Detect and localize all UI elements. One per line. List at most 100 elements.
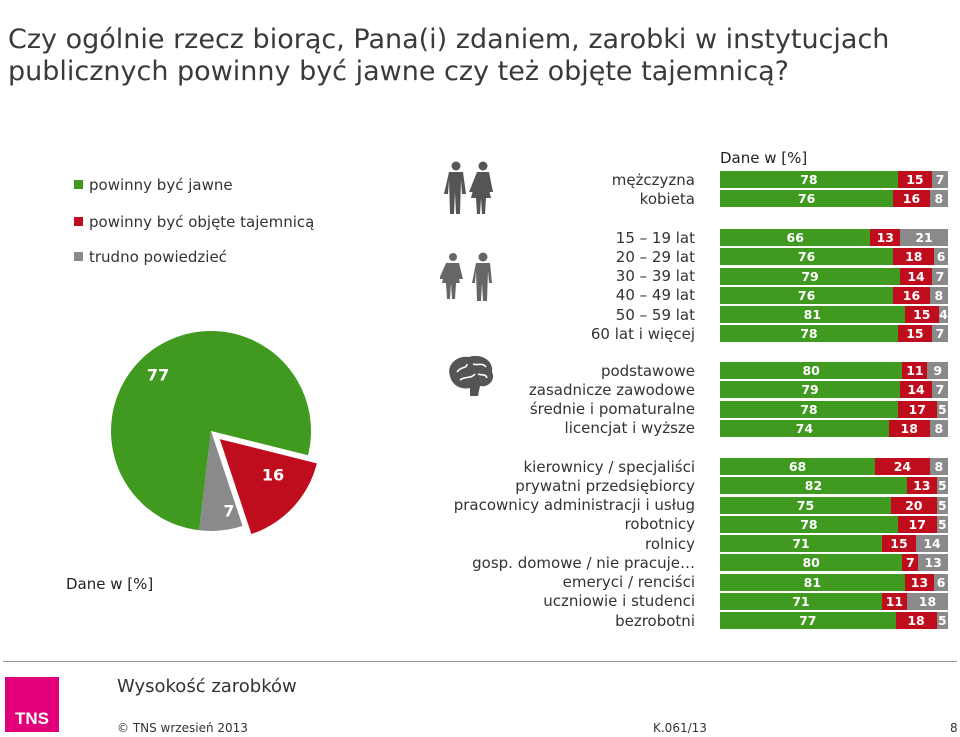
footer-copyright: © TNS wrzesień 2013 [117, 721, 248, 735]
bar-segment [720, 400, 898, 418]
bar-segment [932, 325, 948, 343]
stacked-bar: 81 15 4 [720, 306, 948, 323]
bar-segment [720, 419, 889, 437]
page-number: 8 [950, 721, 958, 735]
row-label: gosp. domowe / nie pracuje… [472, 553, 695, 572]
bar-segment [932, 267, 948, 285]
stacked-bar: 79 14 7 [720, 381, 948, 399]
bar-value-label: 74 [795, 420, 814, 436]
pie-unit-label: Dane w [%] [66, 575, 154, 593]
stacked-bar: 81 13 6 [720, 573, 948, 591]
page-title: Czy ogólnie rzecz biorąc, Pana(i) zdanie… [8, 24, 890, 87]
bar-segment [929, 419, 948, 437]
bar-segment [720, 458, 876, 475]
stacked-bar: 77 18 5 [720, 612, 948, 629]
bar-value-label: 78 [800, 172, 818, 187]
man-woman-icon [444, 161, 493, 214]
age-group-icon [440, 252, 492, 301]
bar-segment [929, 286, 948, 304]
stacked-bar: 76 16 8 [720, 190, 948, 208]
bar-value-label: 24 [893, 459, 912, 474]
bar-segment [936, 612, 948, 629]
bar-value-label: 16 [902, 287, 921, 303]
bar-value-label: 75 [796, 497, 815, 513]
bar-value-label: 14 [923, 536, 941, 551]
bar-segment [916, 535, 948, 552]
stacked-bar: 78 15 7 [720, 171, 948, 188]
bar-segment [720, 477, 907, 495]
bar-segment [929, 458, 948, 475]
bar-segment [936, 515, 948, 533]
bar-value-label: 8 [934, 459, 944, 474]
bar-value-label: 13 [913, 478, 931, 494]
bar-segment [929, 190, 948, 208]
footer-code: K.061/13 [653, 721, 707, 735]
bar-value-label: 5 [937, 497, 947, 513]
stacked-bar: 71 11 18 [720, 592, 948, 610]
bar-value-label: 9 [933, 363, 943, 378]
bar-value-label: 79 [801, 382, 819, 398]
bar-segment [906, 477, 937, 495]
bar-segment [720, 573, 905, 591]
bar-value-label: 21 [915, 230, 933, 245]
stacked-bar: 75 20 5 [720, 496, 948, 514]
bar-value-label: 79 [801, 268, 819, 284]
row-label: 50 – 59 lat [615, 305, 695, 324]
bar-value-label: 78 [800, 401, 818, 417]
legend-label: powinny być jawne [89, 176, 233, 194]
bar-value-label: 14 [907, 268, 925, 284]
bar-segment [900, 381, 933, 399]
bar-value-label: 6 [936, 249, 946, 265]
stacked-bar: 74 18 8 [720, 419, 948, 437]
bar-segment [720, 592, 882, 610]
bar-value-label: 16 [902, 191, 921, 207]
footer-section-title: Wysokość zarobków [117, 676, 297, 697]
bar-value-label: 5 [937, 478, 947, 494]
bar-segment [720, 171, 898, 188]
bar-value-label: 18 [918, 593, 937, 609]
row-label: 40 – 49 lat [615, 286, 695, 305]
bar-segment [720, 306, 905, 323]
row-label: pracownicy administracji i usług [453, 496, 695, 514]
bars-unit-label: Dane w [%] [720, 149, 808, 167]
bar-value-label: 80 [802, 363, 820, 378]
bar-segment [720, 267, 901, 285]
tns-logo: TNS [5, 677, 59, 732]
bar-value-label: 11 [906, 363, 924, 378]
bar-value-label: 13 [876, 230, 894, 245]
bar-value-label: 7 [906, 555, 915, 571]
row-label: rolnicy [645, 534, 695, 553]
bar-value-label: 81 [803, 307, 822, 322]
bar-value-label: 13 [910, 574, 929, 590]
bar-value-label: 71 [792, 536, 810, 551]
bar-value-label: 76 [797, 191, 816, 207]
bar-value-label: 4 [939, 307, 948, 322]
bar-value-label: 7 [935, 268, 945, 284]
bar-segment [897, 515, 937, 533]
bar-value-label: 11 [885, 593, 904, 609]
row-label: bezrobotni [615, 611, 695, 630]
bar-segment [870, 229, 901, 246]
bar-segment [893, 190, 930, 208]
row-label: prywatni przedsiębiorcy [515, 476, 695, 495]
row-label: mężczyzna [611, 170, 695, 189]
bar-segment [902, 362, 928, 379]
bar-segment [897, 325, 933, 343]
stacked-bar: 80 7 13 [720, 554, 948, 572]
bar-value-label: 66 [786, 230, 804, 245]
bar-value-label: 80 [802, 555, 820, 571]
bar-value-label: 78 [800, 326, 818, 342]
row-label: emeryci / renciści [562, 573, 695, 591]
bar-segment [938, 306, 948, 323]
bar-segment [895, 612, 937, 629]
stacked-bar: 80 11 9 [720, 362, 948, 379]
bar-segment [900, 267, 933, 285]
pie-slice-label: 7 [223, 502, 234, 521]
legend-swatch [74, 180, 83, 189]
stacked-bar: 76 16 8 [720, 286, 948, 304]
bar-segment [932, 171, 948, 188]
bar-value-label: 15 [906, 172, 924, 187]
bar-segment [720, 612, 896, 629]
bar-segment [902, 554, 919, 572]
